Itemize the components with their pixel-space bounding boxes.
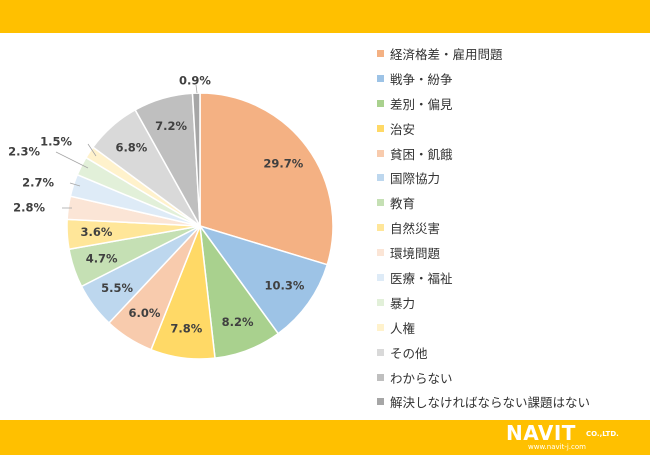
legend-label: その他 <box>390 345 428 361</box>
legend-swatch <box>377 249 384 257</box>
legend-swatch <box>377 373 384 381</box>
legend-item: 差別・偏見 <box>377 91 590 116</box>
company-logo: NAVIT CO.,LTD. www.navit-j.com <box>506 421 636 453</box>
legend-label: 自然災害 <box>390 221 441 237</box>
slice-value-label: 10.3% <box>265 279 305 293</box>
slice-value-label: 6.0% <box>128 306 160 320</box>
legend-item: 治安 <box>377 116 590 141</box>
slice-value-label: 5.5% <box>101 281 133 295</box>
legend-swatch <box>377 174 384 182</box>
legend-label: 教育 <box>390 196 416 212</box>
legend-item: 戦争・紛争 <box>377 66 590 91</box>
chart-legend: 経済格差・雇用問題 戦争・紛争差別・偏見治安貧困・飢餓国際協力教育自然災害環境問題… <box>377 41 590 414</box>
logo-name: NAVIT <box>506 421 576 445</box>
slice-value-label: 2.8% <box>13 201 45 215</box>
slice-value-label: 6.8% <box>115 141 147 155</box>
slice-value-label: 7.2% <box>155 119 187 133</box>
legend-label: 差別・偏見 <box>390 96 453 112</box>
legend-item: 国際協力 <box>377 165 590 190</box>
slice-value-label: 2.3% <box>8 145 40 159</box>
legend-item: 医療・福祉 <box>377 265 590 290</box>
top-banner <box>0 0 650 33</box>
legend-swatch <box>377 149 384 157</box>
legend-swatch <box>377 74 384 82</box>
legend-item: 人権 <box>377 315 590 340</box>
legend-swatch <box>377 124 384 132</box>
bottom-banner <box>0 420 650 455</box>
legend-item: 経済格差・雇用問題 <box>377 41 590 66</box>
legend-item: 解決しなければならない課題はない <box>377 389 590 414</box>
legend-swatch <box>377 49 384 57</box>
legend-label: 経済格差・雇用問題 <box>390 46 503 62</box>
slice-value-label: 3.6% <box>81 225 113 239</box>
legend-label: 国際協力 <box>390 171 441 187</box>
slice-value-label: 4.7% <box>86 251 118 265</box>
logo-url: www.navit-j.com <box>528 443 586 451</box>
logo-company-suffix: CO.,LTD. <box>586 430 619 438</box>
legend-item: 自然災害 <box>377 215 590 240</box>
legend-swatch <box>377 99 384 107</box>
legend-swatch <box>377 348 384 356</box>
pie-chart: 29.7% 10.3% 8.2% 7.8% 6.0% 5.5% 4.7% 3.6% 2.8% 2.… <box>8 74 334 360</box>
slice-value-label: 0.9% <box>179 74 211 88</box>
legend-swatch <box>377 398 384 406</box>
legend-swatch <box>377 224 384 232</box>
legend-item: わからない <box>377 365 590 390</box>
legend-item: 教育 <box>377 190 590 215</box>
slice-value-label: 29.7% <box>263 157 303 171</box>
pie-slice <box>199 92 334 266</box>
legend-label: わからない <box>390 370 453 386</box>
slice-value-label: 2.7% <box>22 176 54 190</box>
legend-item: その他 <box>377 340 590 365</box>
leader-line <box>69 182 81 187</box>
legend-item: 貧困・飢餓 <box>377 141 590 166</box>
leader-line <box>195 84 198 94</box>
pie-slice <box>191 92 201 227</box>
slice-value-label: 1.5% <box>40 135 72 149</box>
slice-value-label: 8.2% <box>222 315 254 329</box>
legend-label: 暴力 <box>390 295 416 311</box>
legend-swatch <box>377 298 384 306</box>
leader-line <box>55 151 89 169</box>
slice-value-label: 7.8% <box>170 321 202 335</box>
legend-swatch <box>377 323 384 331</box>
legend-label: 治安 <box>390 121 416 137</box>
legend-label: 医療・福祉 <box>390 270 453 286</box>
legend-swatch <box>377 273 384 281</box>
legend-label: 人権 <box>390 320 416 336</box>
legend-swatch <box>377 199 384 207</box>
legend-label: 解決しなければならない課題はない <box>390 395 591 411</box>
leader-line <box>87 143 97 157</box>
legend-label: 戦争・紛争 <box>390 71 453 87</box>
legend-label: 環境問題 <box>390 246 441 262</box>
legend-item: 環境問題 <box>377 240 590 265</box>
legend-item: 暴力 <box>377 290 590 315</box>
legend-label: 貧困・飢餓 <box>390 146 453 162</box>
pie-slice <box>198 224 329 335</box>
